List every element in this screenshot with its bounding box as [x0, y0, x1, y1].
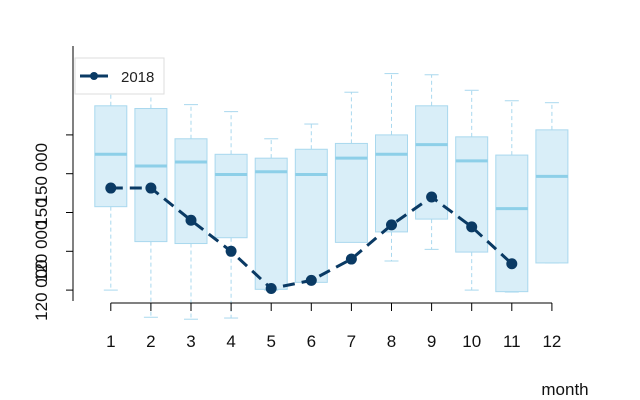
x-tick-label-12: 12: [542, 332, 561, 351]
iqr-box: [455, 136, 489, 253]
series-point-6: [305, 274, 317, 286]
x-tick-label-9: 9: [427, 332, 436, 351]
box-month-9: [415, 74, 449, 250]
series-point-5: [265, 283, 277, 295]
iqr-box: [375, 134, 408, 233]
x-tick-label-10: 10: [462, 332, 481, 351]
x-tick-label-7: 7: [347, 332, 356, 351]
x-tick-label-2: 2: [146, 332, 155, 351]
series-point-2: [145, 182, 157, 194]
box-month-5: [254, 138, 288, 291]
series-point-9: [426, 191, 438, 203]
box-month-3: [174, 104, 208, 320]
box-month-7: [334, 91, 368, 243]
legend: 2018: [74, 57, 165, 95]
series-point-7: [345, 253, 357, 265]
box-month-10: [455, 89, 489, 291]
box-month-12: [535, 102, 569, 264]
x-tick-label-11: 11: [503, 332, 521, 351]
series-line-layer: [105, 182, 518, 295]
series-point-8: [386, 219, 397, 231]
iqr-box: [214, 153, 248, 239]
series-point-10: [466, 221, 478, 233]
iqr-box: [134, 108, 168, 243]
iqr-box: [254, 157, 288, 290]
box-month-8: [375, 73, 408, 262]
iqr-box: [334, 142, 368, 243]
y-tick-label: 120 000: [32, 259, 51, 320]
iqr-box: [495, 154, 529, 293]
legend-marker: [90, 72, 98, 80]
box-month-6: [294, 123, 328, 283]
y-tick-label: 120 000: [32, 221, 51, 282]
series-point-11: [506, 258, 518, 270]
x-tick-label-8: 8: [387, 332, 396, 351]
x-axis-title: month: [541, 380, 588, 399]
box-month-4: [214, 111, 248, 319]
series-point-4: [225, 245, 237, 257]
x-tick-label-4: 4: [226, 332, 235, 351]
x-tick-label-6: 6: [307, 332, 316, 351]
y-tick-label: 150: [32, 198, 51, 226]
iqr-box: [174, 138, 208, 245]
series-point-3: [185, 214, 197, 226]
boxes-layer: [94, 73, 569, 320]
x-tick-label-1: 1: [106, 332, 115, 351]
x-tick-label-3: 3: [186, 332, 195, 351]
legend-label-2018: 2018: [121, 69, 154, 86]
iqr-box: [535, 129, 569, 264]
iqr-box: [294, 148, 328, 283]
y-tick-label: 150 000: [32, 143, 51, 204]
series-point-1: [105, 182, 117, 194]
box-month-2: [134, 91, 168, 318]
x-tick-label-5: 5: [266, 332, 275, 351]
